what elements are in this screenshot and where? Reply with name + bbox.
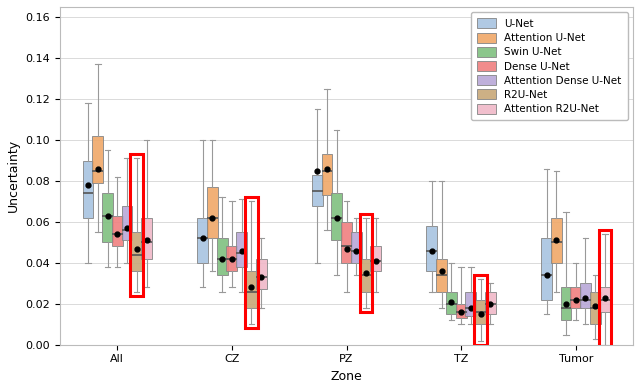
Bar <box>245 197 258 328</box>
PathPatch shape <box>207 187 218 238</box>
PathPatch shape <box>246 271 257 308</box>
PathPatch shape <box>351 232 362 263</box>
Legend: U-Net, Attention U-Net, Swin U-Net, Dense U-Net, Attention Dense U-Net, R2U-Net,: U-Net, Attention U-Net, Swin U-Net, Dens… <box>471 12 628 121</box>
PathPatch shape <box>312 175 323 206</box>
PathPatch shape <box>131 232 142 271</box>
Bar <box>360 214 372 312</box>
PathPatch shape <box>341 222 352 263</box>
PathPatch shape <box>561 287 572 320</box>
Y-axis label: Uncertainty: Uncertainty <box>7 139 20 213</box>
PathPatch shape <box>570 287 581 308</box>
PathPatch shape <box>83 161 93 218</box>
PathPatch shape <box>332 193 342 240</box>
PathPatch shape <box>590 292 601 324</box>
PathPatch shape <box>465 292 476 316</box>
X-axis label: Zone: Zone <box>331 370 362 383</box>
PathPatch shape <box>485 292 496 314</box>
PathPatch shape <box>197 218 208 263</box>
PathPatch shape <box>456 304 467 318</box>
PathPatch shape <box>227 246 237 271</box>
PathPatch shape <box>475 300 486 324</box>
Bar <box>474 275 487 345</box>
PathPatch shape <box>446 292 457 314</box>
PathPatch shape <box>321 154 332 195</box>
PathPatch shape <box>122 206 132 240</box>
PathPatch shape <box>551 218 562 263</box>
PathPatch shape <box>426 226 437 271</box>
PathPatch shape <box>217 238 228 275</box>
Bar <box>598 230 611 349</box>
Bar <box>131 154 143 296</box>
PathPatch shape <box>112 216 123 246</box>
PathPatch shape <box>236 232 247 267</box>
PathPatch shape <box>102 193 113 243</box>
PathPatch shape <box>541 238 552 300</box>
PathPatch shape <box>92 136 103 183</box>
PathPatch shape <box>371 246 381 271</box>
PathPatch shape <box>600 287 611 312</box>
PathPatch shape <box>360 259 371 292</box>
PathPatch shape <box>141 218 152 259</box>
PathPatch shape <box>436 259 447 292</box>
PathPatch shape <box>256 259 267 289</box>
PathPatch shape <box>580 284 591 308</box>
